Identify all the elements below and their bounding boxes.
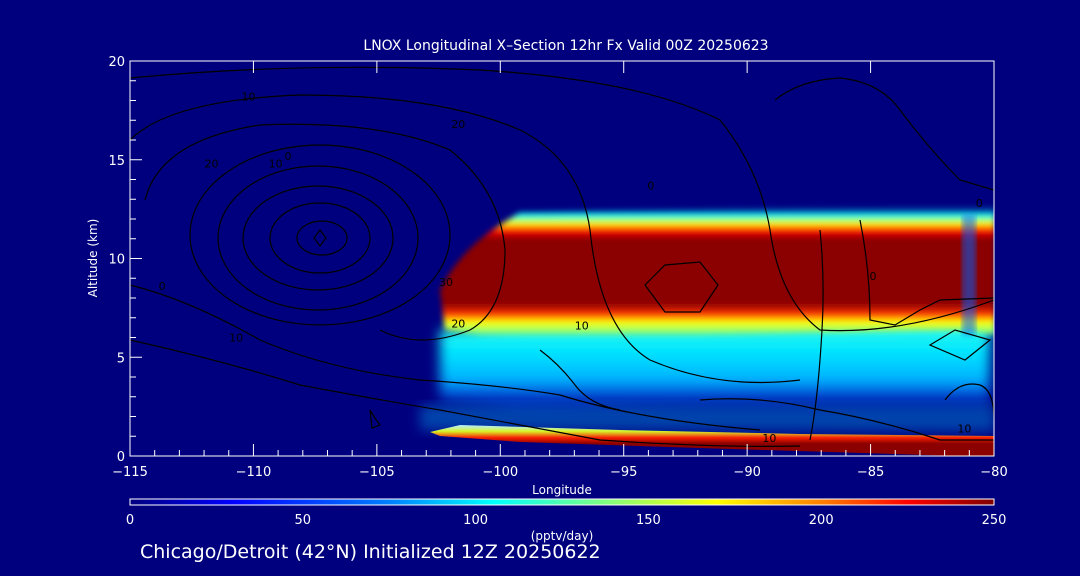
contour-label: 20 <box>204 158 218 171</box>
x-tick-label: −90 <box>733 465 760 480</box>
contour-label: 10 <box>229 331 243 344</box>
y-tick-label: 15 <box>108 154 125 169</box>
contour-label: 10 <box>269 158 283 171</box>
colorbar-frame <box>129 498 995 506</box>
contour-label: 0 <box>870 270 877 283</box>
contour-label: 0 <box>976 197 983 210</box>
contour-label: 10 <box>762 432 776 445</box>
y-tick-label: 5 <box>117 351 125 366</box>
colorbar-tick-label: 50 <box>295 513 312 528</box>
footer-caption: Chicago/Detroit (42°N) Initialized 12Z 2… <box>140 541 601 563</box>
contour-label: 0 <box>159 280 166 293</box>
y-tick-label: 20 <box>108 55 125 70</box>
contour-label: 0 <box>284 150 291 163</box>
x-axis-label: Longitude <box>532 483 592 497</box>
chart-title: LNOX Longitudinal X–Section 12hr Fx Vali… <box>363 38 768 54</box>
colorbar-ticks: 0 50 100 150 200 250 <box>126 513 1007 528</box>
x-tick-label: −80 <box>980 465 1007 480</box>
colorbar-gradient <box>130 499 994 505</box>
contour-lines <box>130 66 994 447</box>
contour-label: 10 <box>241 91 255 104</box>
x-tick-label: −110 <box>236 465 272 480</box>
contour-label: 30 <box>439 276 453 289</box>
colorbar-tick-label: 150 <box>636 513 661 528</box>
colorbar-label: (pptv/day) <box>531 529 594 543</box>
y-tick-label: 10 <box>108 253 125 268</box>
contour-label: 10 <box>957 422 971 435</box>
x-tick-label: −100 <box>482 465 518 480</box>
x-tick-label: −85 <box>857 465 884 480</box>
colorbar-tick-label: 0 <box>126 513 134 528</box>
contour-label: 0 <box>647 179 654 192</box>
contour-label: 10 <box>575 320 589 333</box>
colorbar-tick-label: 200 <box>809 513 834 528</box>
colorbar-tick-label: 100 <box>463 513 488 528</box>
field-gap-east <box>962 215 976 335</box>
y-tick-label: 0 <box>117 450 125 465</box>
y-axis-label: Altitude (km) <box>86 219 100 298</box>
x-axis: −115 −110 −105 −100 −95 −90 −85 −80 <box>112 61 1008 480</box>
contour-label: 20 <box>451 118 465 131</box>
field-band-upper <box>440 205 994 335</box>
field-band-surface <box>430 425 994 456</box>
colorbar-tick-label: 250 <box>982 513 1007 528</box>
x-tick-label: −95 <box>610 465 637 480</box>
field-band-surface-glow <box>420 405 994 432</box>
x-tick-label: −115 <box>112 465 148 480</box>
x-tick-label: −105 <box>359 465 395 480</box>
field-band-middle <box>440 318 990 408</box>
y-axis: 0 5 10 15 20 <box>108 55 142 465</box>
contour-label: 20 <box>451 318 465 331</box>
colorbar: 0 50 100 150 200 250 (pptv/day) <box>126 498 1007 543</box>
